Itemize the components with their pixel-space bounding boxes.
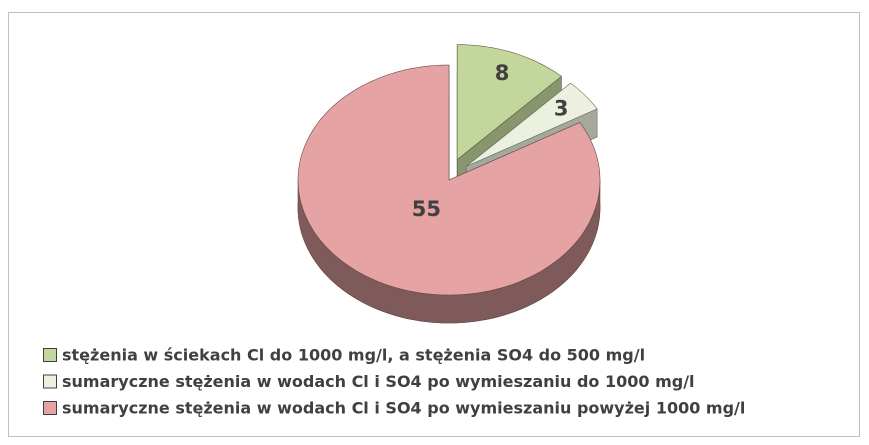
legend-swatch (43, 348, 57, 362)
legend-label: sumaryczne stężenia w wodach Cl i SO4 po… (62, 372, 695, 391)
data-label: 55 (412, 197, 441, 221)
slice-top (456, 44, 562, 161)
slice-top (466, 82, 598, 167)
legend-label: stężenia w ściekach Cl do 1000 mg/l, a s… (62, 346, 645, 365)
slice-top (297, 64, 601, 296)
legend-swatch (43, 401, 57, 415)
legend-label: sumaryczne stężenia w wodach Cl i SO4 po… (62, 399, 745, 418)
legend-swatch (43, 374, 57, 389)
data-label: 8 (495, 61, 510, 85)
slice (297, 64, 601, 324)
data-label: 3 (554, 97, 569, 121)
